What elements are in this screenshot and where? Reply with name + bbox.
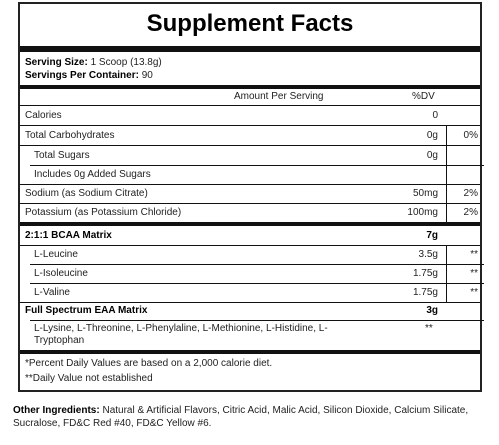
l-leucine-dv: ** — [470, 249, 478, 260]
panel-title: Supplement Facts — [146, 10, 354, 37]
potassium-amount: 100mg — [407, 207, 438, 218]
divider — [30, 283, 484, 284]
l-leucine-amount: 3.5g — [418, 249, 438, 260]
divider — [30, 165, 484, 166]
row-total-sugars: Total Sugars — [34, 150, 90, 161]
l-valine-amount: 1.75g — [412, 287, 438, 298]
serving-size-value: 1 Scoop (13.8g) — [90, 57, 162, 68]
eaa-items-dv: ** — [425, 323, 433, 334]
dv-header: %DV — [412, 91, 435, 102]
divider — [20, 145, 480, 146]
row-added-sugars: Includes 0g Added Sugars — [34, 169, 151, 180]
total-sugars-amount: 0g — [426, 150, 438, 161]
sodium-amount: 50mg — [412, 188, 438, 199]
footnote-dv-not-established: **Daily Value not established — [25, 373, 153, 384]
row-l-isoleucine: L-Isoleucine — [34, 268, 88, 279]
total-carbohydrates-dv: 0% — [463, 130, 478, 141]
column-divider — [446, 245, 447, 302]
row-calories: Calories — [25, 110, 62, 121]
row-sodium: Sodium (as Sodium Citrate) — [25, 188, 148, 199]
eaa-matrix-amount: 3g — [426, 305, 438, 316]
l-valine-dv: ** — [470, 287, 478, 298]
divider-thick — [20, 222, 480, 226]
supplement-facts-panel: Supplement Facts Serving Size: 1 Scoop (… — [18, 2, 484, 392]
row-l-valine: L-Valine — [34, 287, 70, 298]
divider-thick — [20, 46, 480, 52]
serving-size: Serving Size: 1 Scoop (13.8g) — [25, 57, 162, 69]
other-ingredients: Other Ingredients: Natural & Artificial … — [13, 404, 483, 430]
sodium-dv: 2% — [463, 188, 478, 199]
other-ingredients-text: Natural & Artificial Flavors, Citric Aci… — [13, 405, 469, 429]
total-carbohydrates-amount: 0g — [426, 130, 438, 141]
servings-per-container-value: 90 — [141, 70, 153, 81]
divider — [20, 245, 480, 246]
eaa-items-line2: Tryptophan — [34, 335, 85, 346]
other-ingredients-label: Other Ingredients: — [13, 405, 100, 416]
divider — [20, 302, 480, 303]
divider — [20, 105, 480, 106]
servings-per-container-label: Servings Per Container: — [25, 70, 139, 81]
eaa-matrix-name: Full Spectrum EAA Matrix — [25, 305, 148, 316]
bcaa-matrix-name: 2:1:1 BCAA Matrix — [25, 230, 112, 241]
row-potassium: Potassium (as Potassium Chloride) — [25, 207, 182, 218]
servings-per-container: Servings Per Container: 90 — [25, 70, 153, 82]
divider-thick — [20, 350, 480, 354]
column-divider — [446, 125, 447, 222]
calories-amount: 0 — [432, 110, 438, 121]
footnote-percent-dv: *Percent Daily Values are based on a 2,0… — [25, 358, 273, 369]
divider-thick — [20, 85, 480, 89]
bcaa-matrix-amount: 7g — [426, 230, 438, 241]
divider — [20, 184, 480, 185]
row-l-leucine: L-Leucine — [34, 249, 78, 260]
amount-per-serving-header: Amount Per Serving — [234, 91, 324, 102]
serving-size-label: Serving Size: — [25, 57, 88, 68]
potassium-dv: 2% — [463, 207, 478, 218]
divider — [30, 264, 484, 265]
divider — [30, 320, 484, 321]
divider — [20, 125, 480, 126]
l-isoleucine-amount: 1.75g — [412, 268, 438, 279]
eaa-items-line1: L-Lysine, L-Threonine, L-Phenylaline, L-… — [34, 323, 328, 334]
row-total-carbohydrates: Total Carbohydrates — [25, 130, 115, 141]
l-isoleucine-dv: ** — [470, 268, 478, 279]
divider — [20, 203, 480, 204]
